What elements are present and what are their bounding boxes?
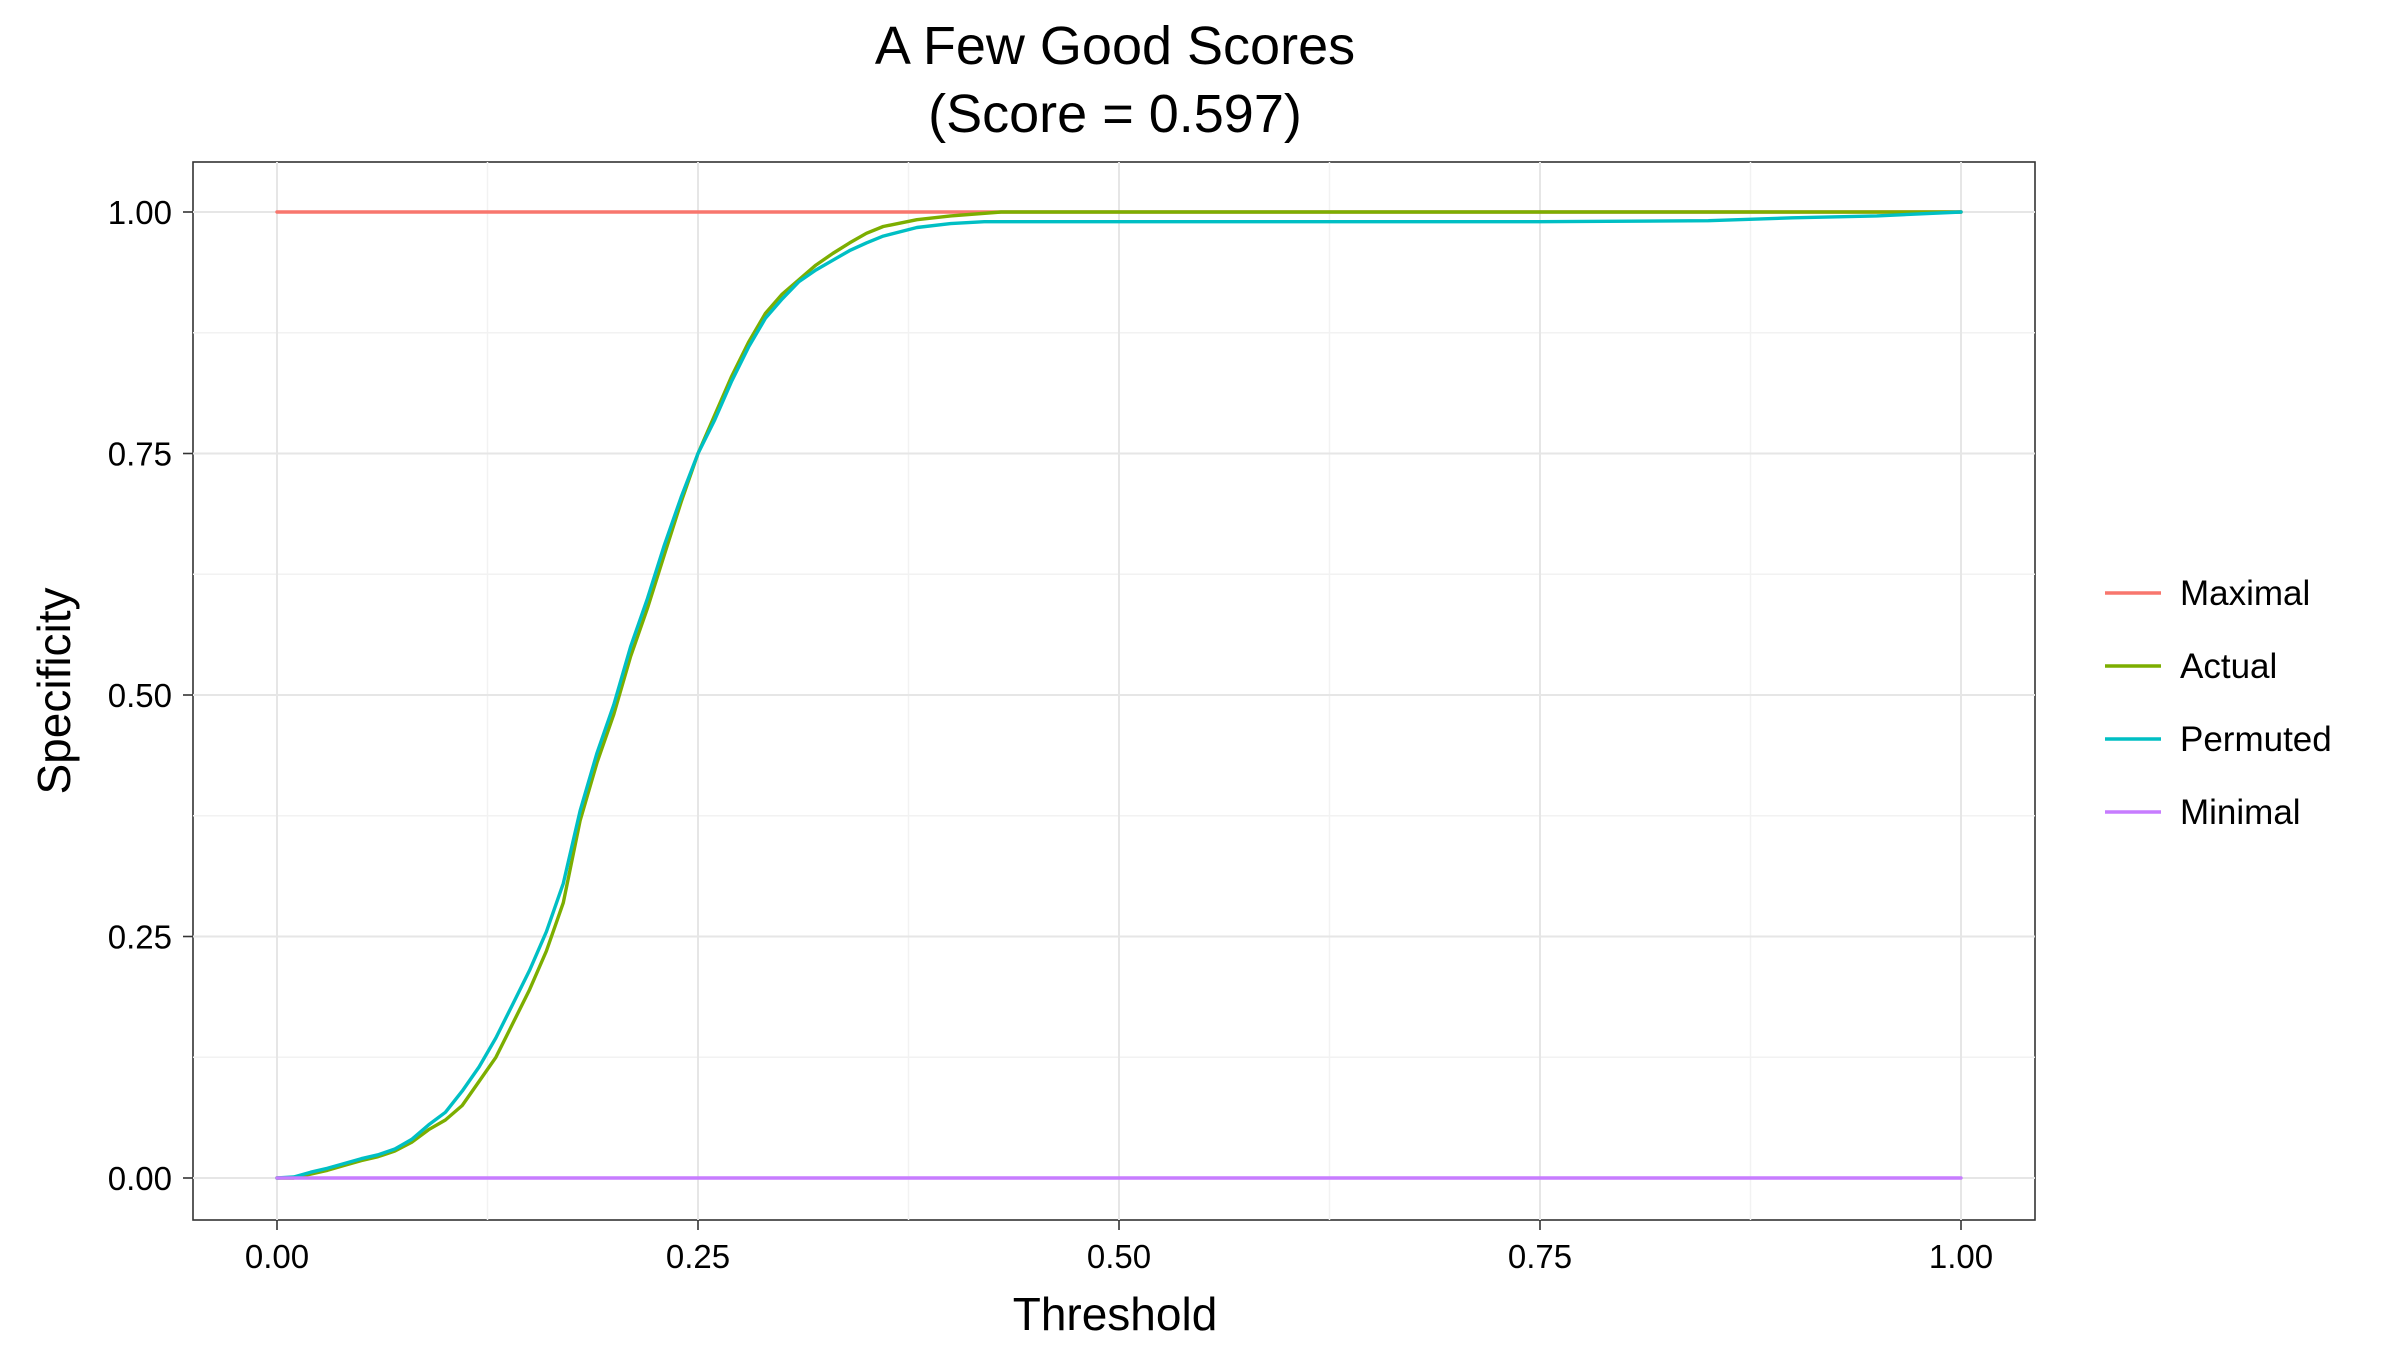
x-tick-label: 1.00 [1929, 1238, 1993, 1275]
legend-label-maximal: Maximal [2180, 574, 2310, 613]
chart-title: A Few Good Scores [875, 16, 1355, 76]
grid-minor-lines [193, 162, 2035, 1220]
legend-label-actual: Actual [2180, 647, 2277, 686]
x-tick-label: 0.75 [1508, 1238, 1572, 1275]
x-tick-label: 0.50 [1087, 1238, 1151, 1275]
y-tick-label: 0.75 [108, 436, 172, 473]
axis-ticks: 0.00 0.25 0.50 0.75 1.00 0.00 0.25 0.50 0.75 1.00 [108, 194, 1993, 1275]
x-tick-label: 0.25 [666, 1238, 730, 1275]
series-lines [275, 210, 1963, 1180]
series-line-permuted [275, 210, 1963, 1180]
y-axis-title: Specificity [28, 587, 80, 794]
y-tick-label: 0.25 [108, 919, 172, 956]
series-line-actual [275, 210, 1963, 1180]
y-tick-label: 0.00 [108, 1160, 172, 1197]
legend-label-permuted: Permuted [2180, 720, 2332, 759]
y-tick-label: 1.00 [108, 194, 172, 231]
legend-label-minimal: Minimal [2180, 793, 2301, 832]
plot-panel [192, 161, 2036, 1221]
y-tick-label: 0.50 [108, 677, 172, 714]
x-tick-label: 0.00 [245, 1238, 309, 1275]
chart-subtitle: (Score = 0.597) [928, 84, 1302, 144]
legend: Maximal Actual Permuted Minimal [2105, 574, 2332, 832]
x-axis-title: Threshold [1013, 1288, 1218, 1340]
